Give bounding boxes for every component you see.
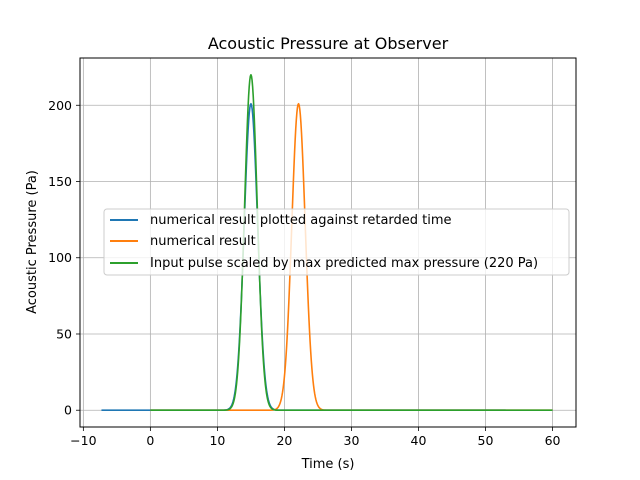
x-axis-label: Time (s) bbox=[301, 457, 355, 472]
legend-label-3: Input pulse scaled by max predicted max … bbox=[150, 256, 538, 271]
y-axis-label: Acoustic Pressure (Pa) bbox=[25, 170, 40, 314]
x-tick-label: 50 bbox=[478, 433, 494, 448]
y-tick-label: 100 bbox=[48, 250, 72, 265]
legend-box bbox=[103, 208, 570, 276]
y-tick-label: 150 bbox=[48, 174, 72, 189]
y-tick-label: 200 bbox=[48, 98, 72, 113]
y-tick-label: 0 bbox=[64, 403, 72, 418]
x-tick-label: 60 bbox=[545, 433, 561, 448]
x-tick-label: 0 bbox=[146, 433, 154, 448]
series-line-3 bbox=[150, 73, 553, 412]
legend-label-2: numerical result bbox=[150, 234, 256, 249]
x-tick-label: 10 bbox=[209, 433, 225, 448]
series-lines bbox=[101, 73, 553, 412]
x-tick-label: 20 bbox=[276, 433, 292, 448]
plot-frame bbox=[79, 57, 577, 428]
legend-label-1: numerical result plotted against retarde… bbox=[150, 213, 452, 228]
x-tick-label: 30 bbox=[344, 433, 360, 448]
axis-ticks: −10 0 10 20 30 40 50 60 0 50 100 150 200 bbox=[48, 98, 560, 448]
legend: numerical result plotted against retarde… bbox=[103, 208, 570, 276]
y-tick-label: 50 bbox=[56, 326, 72, 341]
x-tick-label: −10 bbox=[70, 433, 96, 448]
x-tick-label: 40 bbox=[411, 433, 427, 448]
chart-title: Acoustic Pressure at Observer bbox=[208, 34, 449, 53]
